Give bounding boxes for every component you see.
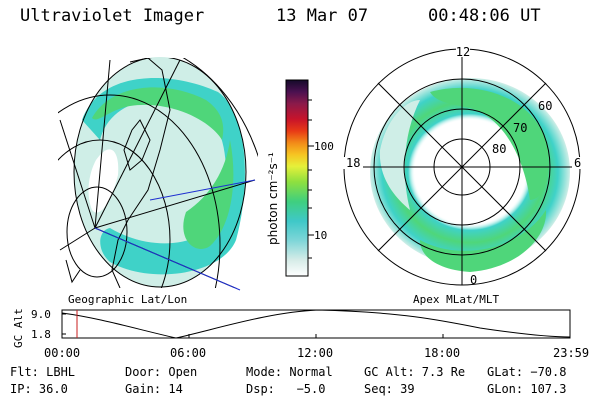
mlt-label-6: 6	[574, 156, 581, 170]
mlat-label-70: 70	[513, 121, 527, 135]
altitude-ytick: 9.0	[31, 308, 51, 321]
altitude-xtick: 23:59	[553, 346, 589, 360]
aurora-oval	[82, 77, 245, 275]
aurora-bright-band	[92, 87, 224, 140]
mlt-label-0: 0	[470, 273, 477, 287]
polar-plot: 12 18 6 0 60 70 80	[343, 45, 582, 287]
altitude-ylabel: GC Alt	[12, 308, 25, 348]
aurora-faint	[379, 100, 420, 210]
status-seq: Seq: 39	[364, 382, 415, 396]
time-label: 00:48:06 UT	[428, 6, 541, 26]
aurora-bright-band	[430, 87, 549, 200]
altitude-plot: GC Alt 9.0 1.8 00:00 06:00 12:00 18:00 2…	[12, 308, 589, 360]
dark-region	[88, 149, 119, 213]
status-mode: Mode: Normal	[246, 365, 333, 379]
apex-caption: Apex MLat/MLT	[413, 293, 499, 306]
altitude-ytick: 1.8	[31, 328, 51, 341]
colorbar-tick: 10	[314, 229, 327, 242]
date-label: 13 Mar 07	[276, 6, 369, 26]
status-ip: IP: 36.0	[10, 382, 68, 396]
altitude-xtick: 06:00	[170, 346, 206, 360]
meridian-line	[94, 227, 241, 291]
color-bar: 100 10 photon cm⁻²s⁻¹	[266, 79, 334, 277]
status-glon: GLon: 107.3	[487, 382, 567, 396]
altitude-curve	[61, 309, 571, 339]
meridian-line	[149, 179, 256, 201]
page-title: Ultraviolet Imager	[20, 6, 205, 26]
geographic-map	[58, 57, 258, 291]
mlt-label-18: 18	[346, 156, 360, 170]
status-filter: Flt: LBHL	[10, 365, 76, 379]
status-gc-alt: GC Alt: 7.3 Re	[364, 365, 466, 379]
status-gain: Gain: 14	[125, 382, 183, 396]
status-dsp: Dsp: −5.0	[246, 382, 326, 396]
mlat-label-60: 60	[538, 99, 552, 113]
mlt-label-12: 12	[456, 45, 470, 59]
altitude-xtick: 18:00	[424, 346, 460, 360]
status-glat: GLat: −70.8	[487, 365, 567, 379]
status-door: Door: Open	[125, 365, 198, 379]
colorbar-label: photon cm⁻²s⁻¹	[266, 152, 280, 245]
geographic-caption: Geographic Lat/Lon	[68, 293, 187, 306]
altitude-xtick: 12:00	[297, 346, 333, 360]
colorbar-tick: 100	[314, 140, 334, 153]
altitude-xtick: 00:00	[44, 346, 80, 360]
aurora-bright-band	[420, 210, 547, 272]
mlat-label-80: 80	[492, 142, 506, 156]
